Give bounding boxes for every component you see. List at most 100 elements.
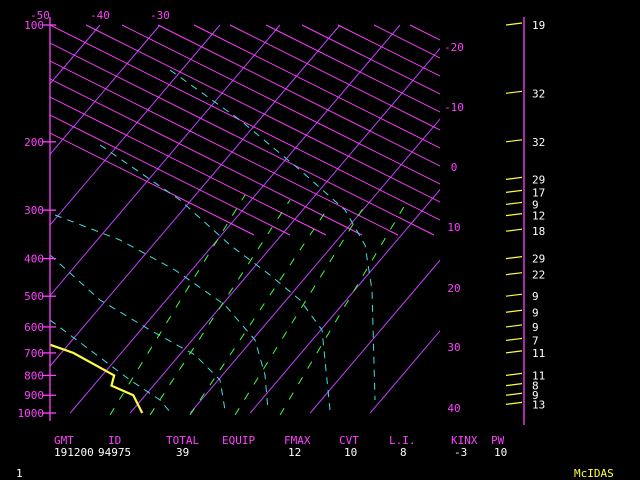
index-header: FMAX [284,434,311,447]
moist-adiabat-line [99,144,331,411]
wind-label: 17 [532,186,545,199]
isotherm-line [69,24,401,414]
wind-barb [505,337,523,342]
wind-barb [505,176,523,180]
wind-label: 8 [532,380,539,393]
wind-label: 32 [532,87,545,100]
wind-barb [505,256,523,260]
wind-barb [505,383,523,387]
dry-adiabat-line [265,24,440,113]
right-temperature-label: 40 [447,402,460,415]
dry-adiabat-line [50,114,291,236]
moist-adiabat-line [54,214,269,411]
chart-grid [50,24,640,415]
index-value: 10 [494,446,507,459]
chart-labels: 1002003004005006007008009001000-90-80-70… [18,9,545,425]
mixing-ratio-line [234,204,366,415]
index-header: CVT [339,434,359,447]
right-temperature-label: -10 [444,101,464,114]
wind-barb [505,189,523,193]
wind-label: 29 [532,253,545,266]
right-temperature-label: 30 [447,341,460,354]
wind-label: 29 [532,173,545,186]
dry-adiabat-line [121,24,440,185]
isotherm-line [309,259,440,414]
moist-adiabat-line [50,254,226,411]
wind-barb [505,401,523,405]
moist-adiabat-line [169,69,376,401]
index-value: 39 [176,446,189,459]
dry-adiabat-line [229,24,440,131]
dry-adiabat-line [301,24,440,95]
wind-barb [505,90,523,94]
dry-adiabat-line [85,24,440,203]
isotherm-line [189,118,440,414]
wind-label: 12 [532,210,545,223]
isotherm-line [50,24,281,297]
dry-adiabat-line [446,25,640,235]
mixing-ratio-line [109,194,246,415]
top-temperature-label: -30 [150,9,170,22]
wind-label: 19 [532,19,545,32]
index-value: 191200 [54,446,94,459]
right-temperature-label: 20 [447,282,460,295]
index-header: TOTAL [166,434,199,447]
wind-label: 9 [532,389,539,402]
brand-label: McIDAS [574,467,614,480]
mixing-ratio-line [279,204,406,415]
pressure-label: 600 [24,321,44,334]
mixing-ratio-line [189,204,331,415]
isotherm-line [249,188,440,414]
wind-barb [505,324,523,328]
index-header: EQUIP [222,434,255,447]
pressure-label: 500 [24,290,44,303]
wind-label: 22 [532,269,545,282]
dry-adiabat-line [409,24,440,41]
mixing-ratio-line [149,199,291,415]
wind-barb [505,201,523,206]
right-temperature-label: 10 [447,221,460,234]
dry-adiabat-line [50,96,327,236]
wind-barb [505,22,523,26]
wind-label: 11 [532,369,545,382]
wind-label: 32 [532,136,545,149]
wind-label: 7 [532,334,539,347]
wind-label: 9 [532,306,539,319]
page-number: 1 [16,467,23,480]
index-value: 12 [288,446,301,459]
wind-barb [505,392,523,396]
wind-barb [505,293,523,297]
index-header: ID [108,434,121,447]
isotherm-line [50,24,221,226]
dry-adiabat-line [157,24,440,167]
pressure-label: 100 [24,19,44,32]
wind-barb [505,372,523,376]
pressure-label: 200 [24,136,44,149]
pressure-label: 300 [24,204,44,217]
index-header: L.I. [389,434,416,447]
pressure-label: 1000 [18,407,45,420]
isotherm-line [50,24,341,367]
chart-curves [50,343,144,414]
wind-label: 9 [532,290,539,303]
index-header: PW [491,434,505,447]
wind-label: 11 [532,347,545,360]
wind-barb [505,272,523,276]
dry-adiabat-line [50,24,440,221]
dry-adiabat-line [193,24,440,149]
temperature-line [50,343,144,414]
dry-adiabat-line [50,132,255,236]
wind-label: 9 [532,198,539,211]
pressure-label: 800 [24,369,44,382]
right-temperature-label: 0 [451,161,458,174]
isotherm-line [369,330,440,414]
index-header: KINX [451,434,478,447]
index-value: 10 [344,446,357,459]
index-value: 94975 [98,446,131,459]
wind-label: 13 [532,398,545,411]
index-table: GMT ID TOTAL EQUIP FMAX CVT L.I. KINX PW… [54,434,507,459]
wind-barb [505,350,523,354]
isotherm-line [50,24,161,156]
pressure-label: 700 [24,347,44,360]
